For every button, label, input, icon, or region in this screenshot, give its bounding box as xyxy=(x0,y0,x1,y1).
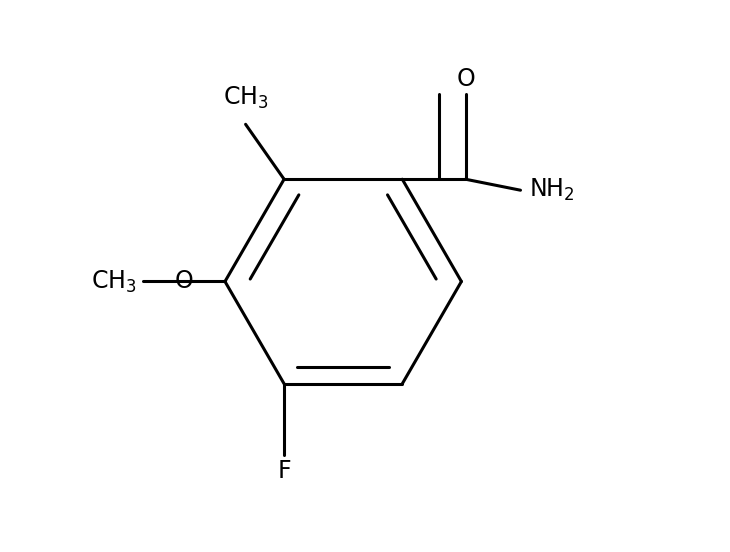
Text: CH$_3$: CH$_3$ xyxy=(223,84,269,110)
Text: NH$_2$: NH$_2$ xyxy=(529,177,575,203)
Text: O: O xyxy=(456,67,475,91)
Text: O: O xyxy=(174,269,193,294)
Text: CH$_3$: CH$_3$ xyxy=(91,268,137,295)
Text: F: F xyxy=(277,459,291,482)
